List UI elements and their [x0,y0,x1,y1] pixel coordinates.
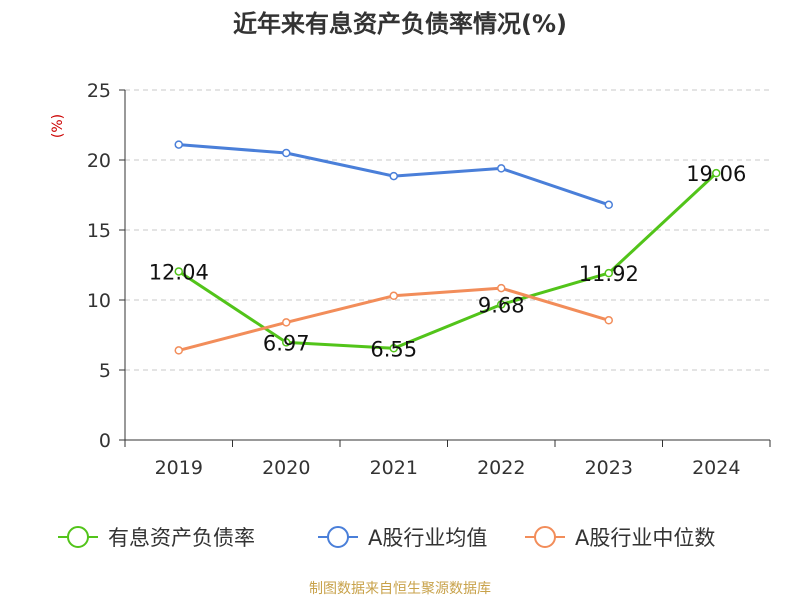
data-label: 19.06 [686,162,746,186]
legend-marker [327,526,349,548]
series-1 [174,140,613,210]
data-point [497,300,506,309]
y-tick-label: 25 [87,80,111,102]
y-axis-label: (%) [50,114,66,138]
data-point [712,168,721,178]
data-label: 12.04 [149,260,209,284]
data-label: 6.55 [370,337,417,361]
y-tick-label: 10 [87,290,111,312]
x-tick-label: 2022 [477,457,525,479]
data-label: 6.97 [263,331,310,355]
x-tick-label: 2021 [370,457,418,479]
legend-label: A股行业均值 [368,526,487,550]
data-labels: 12.04 6.97 6.55 9.68 11.92 19.06 [149,162,747,361]
data-label: 11.92 [579,262,639,286]
legend-marker [534,526,556,548]
x-tick-label: 2023 [585,457,633,479]
data-point [282,318,291,327]
x-tick-label: 2020 [262,457,310,479]
legend-marker [67,526,89,548]
data-point [497,283,506,293]
x-tick-label: 2024 [692,457,740,479]
data-point [604,268,613,278]
data-point [282,338,291,347]
legend-label: 有息资产负债率 [108,526,255,550]
series-0 [174,168,721,353]
data-label: 9.68 [478,293,525,317]
data-point [389,291,398,301]
series-2 [174,283,613,355]
series [174,140,721,355]
data-point [604,316,613,325]
data-point [604,200,613,210]
data-point [389,171,398,181]
y-tick-label: 0 [99,430,111,452]
data-point [389,344,398,353]
source-note: 制图数据来自恒生聚源数据库 [309,581,491,597]
data-point [174,140,183,149]
data-point [497,164,506,173]
axes: 0 5 10 15 20 25 2019 2020 2021 2022 2023 2024 [87,80,771,479]
y-tick-label: 5 [99,360,111,382]
x-tick-label: 2019 [155,457,203,479]
legend-item: A股行业均值 [318,526,487,550]
data-point [174,267,183,276]
y-tick-label: 15 [87,220,111,242]
y-tick-label: 20 [87,150,111,172]
legend: 有息资产负债率 A股行业均值 A股行业中位数 [58,526,715,550]
chart-title: 近年来有息资产负债率情况(%) [233,10,567,38]
legend-item: 有息资产负债率 [58,526,255,550]
series-line [177,172,718,350]
legend-label: A股行业中位数 [575,526,715,550]
data-point [282,148,291,158]
data-point [174,346,183,355]
legend-item: A股行业中位数 [525,526,715,550]
